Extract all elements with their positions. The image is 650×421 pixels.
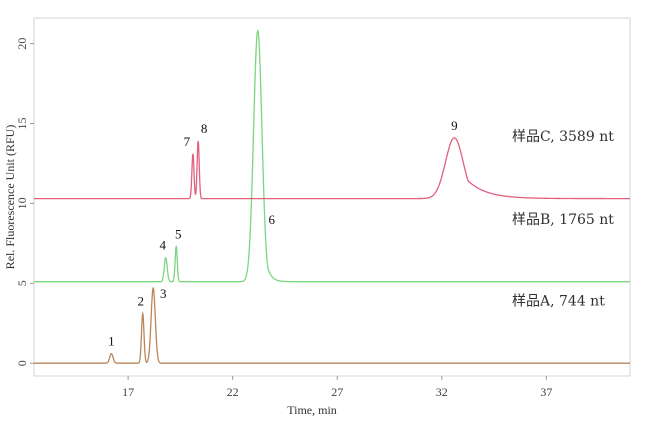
sample-label-1: 样品A, 744 nt <box>512 294 605 310</box>
y-tick-label: 20 <box>15 38 29 50</box>
y-axis-title: Rel. Fluorescence Unit (RFU) <box>3 125 17 270</box>
peak-labels: 1 2 3 45 6 78 9 <box>108 118 457 349</box>
x-tick-label: 37 <box>540 385 552 399</box>
peak-label-9: 9 <box>451 118 458 133</box>
x-tick-label: 27 <box>331 385 343 399</box>
x-tick-label: 32 <box>436 385 448 399</box>
peak-label-5: 5 <box>175 227 182 242</box>
plot-frame <box>33 17 631 377</box>
peak-label-2: 2 <box>137 294 144 309</box>
trace-line-3 <box>34 137 630 200</box>
y-tick-label: 10 <box>15 197 29 209</box>
peak-label-7: 7 <box>184 134 191 149</box>
traces <box>34 29 630 364</box>
y-tick-label: 15 <box>15 117 29 129</box>
peak-label-8: 8 <box>201 121 208 136</box>
peak-label-4: 4 <box>159 238 166 253</box>
sample-labels: 样品A, 744 nt 样品B, 1765 nt 样品C, 3589 nt <box>512 129 614 310</box>
x-axis-title: Time, min <box>287 403 337 417</box>
peak-label-6: 6 <box>269 212 276 227</box>
peak-label-3: 3 <box>160 286 167 301</box>
x-tick-label: 22 <box>227 385 239 399</box>
trace-line-1 <box>34 286 630 364</box>
peak-label-1: 1 <box>108 334 115 349</box>
sample-label-2: 样品B, 1765 nt <box>512 212 614 228</box>
x-axis: 17 22 27 32 37 <box>122 376 552 399</box>
y-tick-label: 5 <box>15 280 29 286</box>
y-tick-label: 0 <box>15 360 29 366</box>
y-axis: 0 5 10 15 20 <box>15 38 34 366</box>
sample-label-3: 样品C, 3589 nt <box>512 129 614 145</box>
x-tick-label: 17 <box>122 385 134 399</box>
trace-line-2 <box>34 29 630 283</box>
